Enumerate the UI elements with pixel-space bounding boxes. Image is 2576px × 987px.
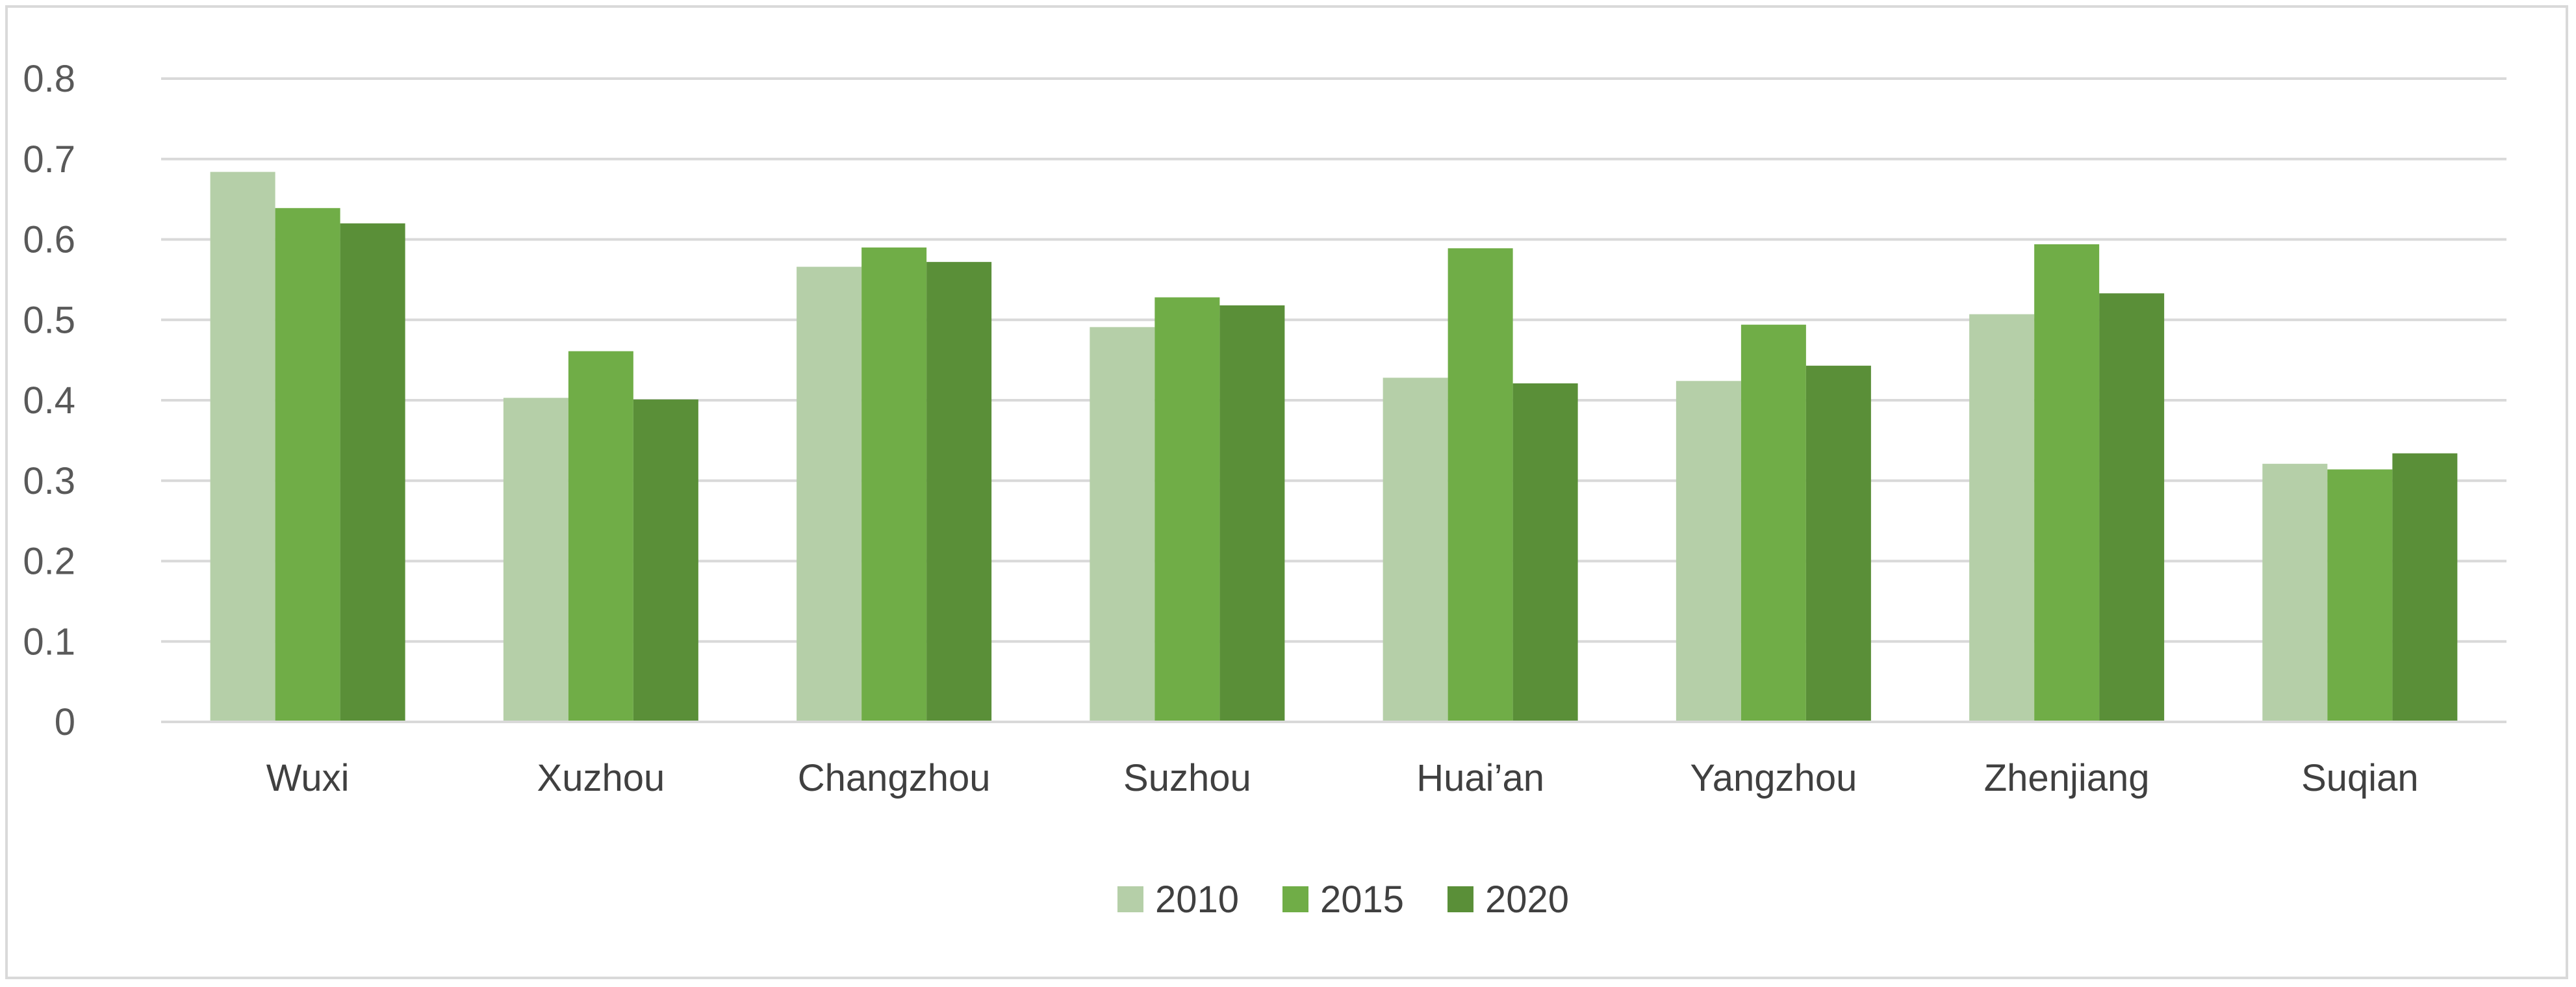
bar-changzhou-2015 bbox=[861, 247, 927, 722]
y-tick-label: 0.4 bbox=[23, 379, 75, 422]
legend-swatch-2020 bbox=[1447, 886, 1473, 912]
x-tick-label: Yangzhou bbox=[1690, 757, 1857, 799]
x-tick-label: Suqian bbox=[2301, 757, 2419, 799]
y-tick-label: 0.1 bbox=[23, 621, 75, 663]
bar-wuxi-2010 bbox=[210, 172, 275, 722]
bar-suqian-2020 bbox=[2392, 453, 2458, 722]
bar-yangzhou-2010 bbox=[1676, 381, 1741, 722]
bar-huaian-2020 bbox=[1512, 383, 1578, 722]
chart-frame: 0 0.1 0.2 0.3 0.4 0.5 0.6 0.7 0.8 Wuxi Xuzhou Chan… bbox=[5, 5, 2568, 979]
legend: 2010 2015 2020 bbox=[1117, 878, 1569, 921]
bar-suzhou-2020 bbox=[1219, 305, 1285, 723]
x-tick-label: Suzhou bbox=[1123, 757, 1251, 799]
bar-wuxi-2015 bbox=[275, 208, 340, 722]
y-axis-ticks: 0 0.1 0.2 0.3 0.4 0.5 0.6 0.7 0.8 bbox=[23, 58, 75, 743]
x-tick-label: Wuxi bbox=[266, 757, 350, 799]
bar-zhenjiang-2020 bbox=[2099, 293, 2165, 723]
legend-swatch-2010 bbox=[1117, 886, 1143, 912]
legend-label: 2010 bbox=[1155, 878, 1239, 921]
bar-xuzhou-2015 bbox=[568, 351, 633, 722]
bar-zhenjiang-2015 bbox=[2034, 244, 2100, 722]
bars bbox=[210, 172, 2458, 723]
legend-swatch-2015 bbox=[1282, 886, 1308, 912]
bar-yangzhou-2020 bbox=[1805, 365, 1871, 722]
y-tick-label: 0.7 bbox=[23, 138, 75, 181]
bar-huaian-2015 bbox=[1447, 248, 1513, 722]
x-tick-label: Huai’an bbox=[1416, 757, 1544, 799]
bar-suzhou-2010 bbox=[1090, 327, 1155, 722]
bar-huaian-2010 bbox=[1383, 378, 1448, 722]
y-tick-label: 0.6 bbox=[23, 219, 75, 261]
bar-suqian-2010 bbox=[2262, 463, 2328, 722]
bar-changzhou-2020 bbox=[926, 262, 992, 722]
x-tick-label: Xuzhou bbox=[537, 757, 665, 799]
bar-suzhou-2015 bbox=[1154, 297, 1220, 723]
y-tick-label: 0 bbox=[55, 701, 75, 743]
y-tick-label: 0.5 bbox=[23, 299, 75, 341]
legend-label: 2020 bbox=[1485, 878, 1569, 921]
bar-xuzhou-2020 bbox=[633, 399, 698, 722]
bar-chart: 0 0.1 0.2 0.3 0.4 0.5 0.6 0.7 0.8 Wuxi Xuzhou Chan… bbox=[23, 58, 2506, 921]
bar-xuzhou-2010 bbox=[503, 398, 568, 722]
bar-wuxi-2020 bbox=[340, 223, 405, 722]
bar-suqian-2015 bbox=[2327, 469, 2393, 722]
y-tick-label: 0.3 bbox=[23, 460, 75, 502]
x-axis: Wuxi Xuzhou Changzhou Suzhou Huai’an Yangzhou… bbox=[161, 721, 2506, 799]
bar-zhenjiang-2010 bbox=[1969, 314, 2035, 722]
x-tick-label: Changzhou bbox=[798, 757, 991, 799]
x-tick-label: Zhenjiang bbox=[1984, 757, 2150, 799]
bar-yangzhou-2015 bbox=[1741, 324, 1806, 722]
legend-label: 2015 bbox=[1320, 878, 1404, 921]
y-tick-label: 0.2 bbox=[23, 541, 75, 583]
y-tick-label: 0.8 bbox=[23, 58, 75, 100]
bar-changzhou-2010 bbox=[797, 266, 862, 722]
